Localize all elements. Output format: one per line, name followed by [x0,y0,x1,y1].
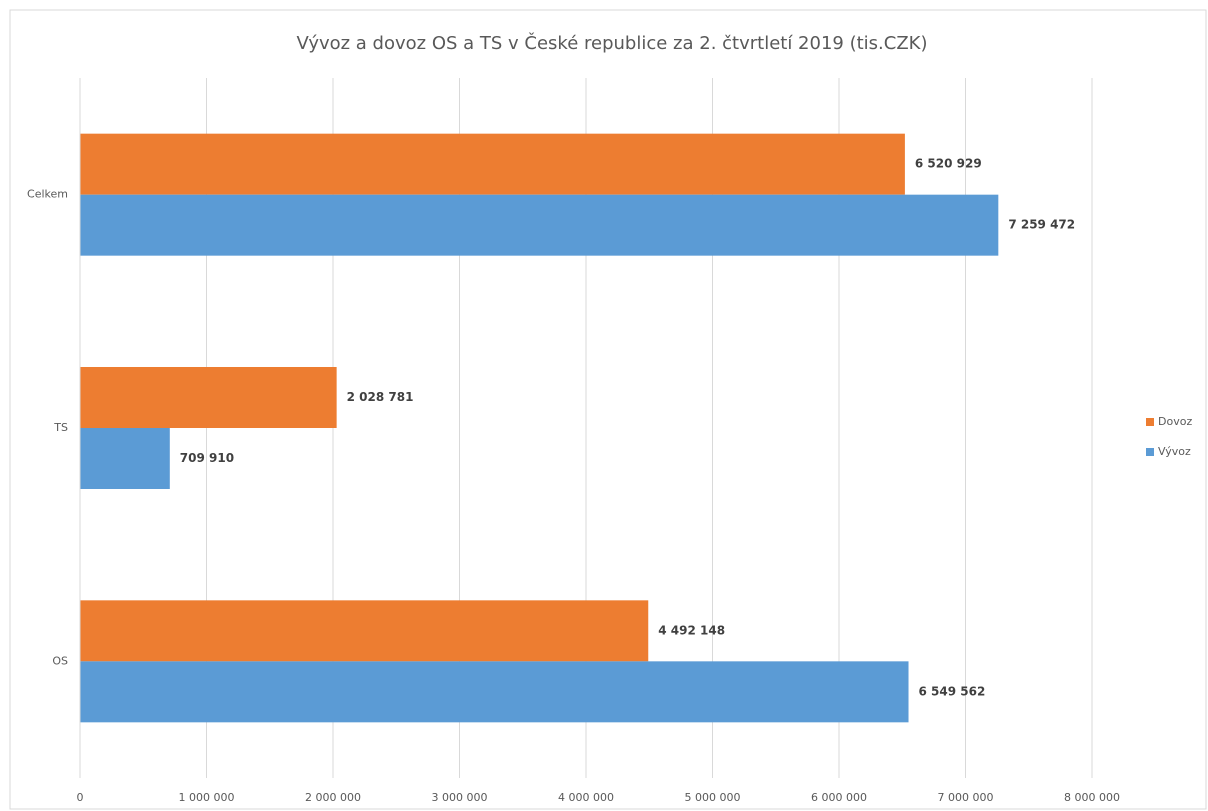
data-label: 6 520 929 [915,157,982,171]
x-tick-label: 5 000 000 [685,791,741,804]
data-label: 6 549 562 [919,684,986,698]
x-tick-label: 1 000 000 [179,791,235,804]
y-tick-label: TS [53,421,68,434]
x-tick-label: 3 000 000 [432,791,488,804]
x-tick-label: 2 000 000 [305,791,361,804]
x-tick-label: 4 000 000 [558,791,614,804]
y-tick-label: Celkem [27,188,68,201]
y-tick-label: OS [52,654,68,667]
legend-swatch [1146,448,1154,456]
x-tick-label: 0 [77,791,84,804]
chart-title: Vývoz a dovoz OS a TS v České republice … [296,32,927,54]
data-label: 4 492 148 [658,623,725,637]
data-label: 7 259 472 [1008,218,1075,232]
data-label: 2 028 781 [347,390,414,404]
bar [80,133,905,195]
bar [80,428,170,489]
data-label: 709 910 [180,451,234,465]
x-tick-label: 6 000 000 [811,791,867,804]
bar [80,194,999,256]
legend-label: Vývoz [1158,445,1191,458]
x-tick-label: 8 000 000 [1064,791,1120,804]
bar [80,600,649,662]
x-tick-label: 7 000 000 [938,791,994,804]
legend-swatch [1146,418,1154,426]
legend-label: Dovoz [1158,415,1192,428]
bar [80,661,909,723]
bar [80,367,337,428]
